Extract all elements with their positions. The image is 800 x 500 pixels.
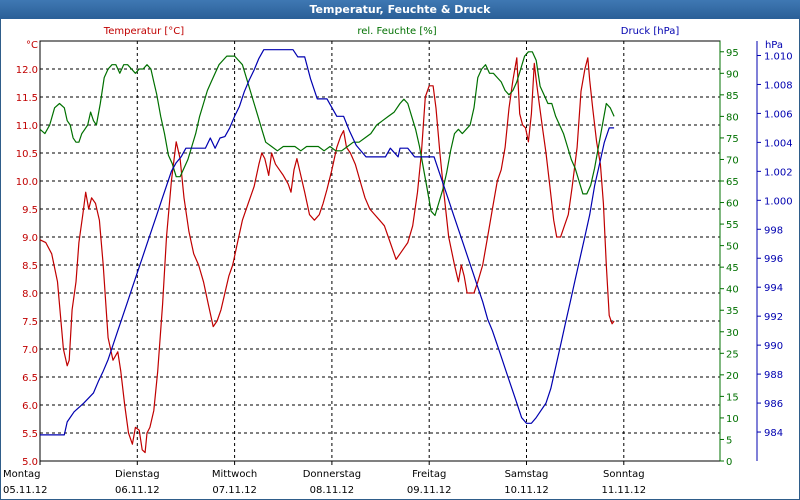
- temperature-tick-label: 5.0: [22, 457, 38, 468]
- x-tick-day-label: Dienstag: [115, 469, 160, 480]
- x-tick-day-label: Montag: [3, 469, 40, 480]
- temperature-axis-title: Temperatur [°C]: [103, 26, 184, 37]
- humidity-tick-label: 55: [726, 220, 739, 231]
- temperature-tick-label: 12.0: [16, 65, 38, 76]
- pressure-tick-label: 1.008: [764, 80, 793, 91]
- humidity-tick-label: 70: [726, 155, 739, 166]
- humidity-tick-label: 65: [726, 177, 739, 188]
- temperature-tick-label: 10.0: [16, 177, 38, 188]
- pressure-tick-label: 996: [764, 254, 783, 265]
- pressure-tick-label: 1.000: [764, 196, 793, 207]
- axes: 5.0 5.5 6.0 6.5 7.0 7.5 8.0 8.5 9.0 9.5 10.0 10.5 11…: [3, 41, 793, 496]
- humidity-tick-label: 45: [726, 263, 739, 274]
- pressure-tick-label: 994: [764, 283, 783, 294]
- x-tick-day-label: Mittwoch: [212, 469, 257, 480]
- series-lines: [39, 49, 615, 454]
- temperature-tick-label: 8.0: [22, 289, 38, 300]
- pressure-tick-label: 1.002: [764, 167, 793, 178]
- x-tick-day-label: Sonntag: [603, 469, 645, 480]
- temperature-tick-label: 11.0: [16, 121, 38, 132]
- pressure-tick-label: 1.004: [764, 138, 793, 149]
- pressure-axis-title: Druck [hPa]: [621, 26, 680, 37]
- temperature-unit-label: °C: [26, 40, 38, 51]
- humidity-tick-label: 25: [726, 349, 739, 360]
- x-tick-date-label: 05.11.12: [3, 485, 48, 496]
- temperature-tick-label: 7.5: [22, 317, 38, 328]
- humidity-line: [39, 51, 615, 217]
- humidity-tick-label: 20: [726, 371, 739, 382]
- humidity-tick-label: 80: [726, 112, 739, 123]
- x-tick-day-label: Donnerstag: [303, 469, 361, 480]
- humidity-tick-label: 95: [726, 48, 739, 59]
- temperature-tick-label: 6.5: [22, 373, 38, 384]
- x-tick-date-label: 06.11.12: [115, 485, 160, 496]
- pressure-tick-label: 988: [764, 370, 783, 381]
- temperature-tick-label: 10.5: [16, 149, 38, 160]
- window-title: Temperatur, Feuchte & Druck: [0, 0, 800, 19]
- temperature-tick-label: 11.5: [16, 93, 38, 104]
- humidity-tick-label: 40: [726, 285, 739, 296]
- pressure-tick-label: 1.006: [764, 109, 793, 120]
- temperature-tick-label: 6.0: [22, 401, 38, 412]
- humidity-axis-title: rel. Feuchte [%]: [357, 26, 436, 37]
- temperature-tick-label: 9.5: [22, 205, 38, 216]
- temperature-line: [39, 57, 615, 454]
- humidity-tick-label: 0: [726, 457, 732, 468]
- humidity-tick-label: 90: [726, 69, 739, 80]
- temperature-tick-label: 5.5: [22, 429, 38, 440]
- x-tick-date-label: 08.11.12: [310, 485, 355, 496]
- humidity-tick-label: 10: [726, 414, 739, 425]
- temperature-tick-label: 7.0: [22, 345, 38, 356]
- pressure-line: [40, 49, 615, 436]
- pressure-tick-label: 984: [764, 428, 783, 439]
- pressure-tick-label: 990: [764, 341, 783, 352]
- pressure-tick-label: 1.010: [764, 51, 793, 62]
- temperature-tick-label: 8.5: [22, 261, 38, 272]
- x-tick-day-label: Samstag: [505, 469, 549, 480]
- pressure-tick-label: 992: [764, 312, 783, 323]
- humidity-tick-label: 60: [726, 199, 739, 210]
- temperature-tick-label: 9.0: [22, 233, 38, 244]
- humidity-tick-label: 75: [726, 134, 739, 145]
- humidity-tick-label: 30: [726, 328, 739, 339]
- humidity-tick-label: 35: [726, 306, 739, 317]
- humidity-tick-label: 5: [726, 435, 732, 446]
- pressure-unit-label: hPa: [765, 40, 783, 51]
- x-tick-date-label: 10.11.12: [504, 485, 549, 496]
- x-tick-day-label: Freitag: [412, 469, 446, 480]
- grid: [39, 40, 721, 462]
- humidity-tick-label: 15: [726, 392, 739, 403]
- humidity-tick-label: 50: [726, 242, 739, 253]
- pressure-tick-label: 998: [764, 225, 783, 236]
- humidity-tick-label: 85: [726, 91, 739, 102]
- pressure-tick-label: 986: [764, 399, 783, 410]
- x-tick-date-label: 11.11.12: [602, 485, 647, 496]
- x-tick-date-label: 07.11.12: [212, 485, 257, 496]
- x-tick-date-label: 09.11.12: [407, 485, 452, 496]
- plot-frame: [39, 40, 721, 462]
